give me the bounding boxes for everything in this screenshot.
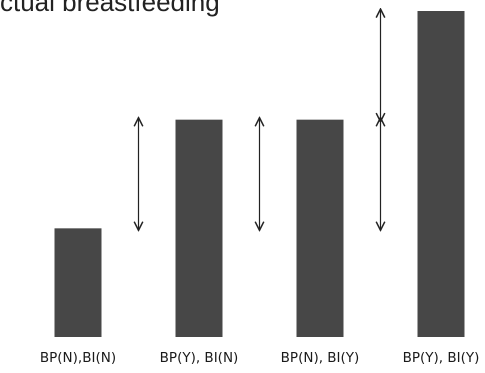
category-label-2: BP(Y), BI(N)	[160, 350, 239, 366]
category-label-1: BP(N),BI(N)	[40, 350, 116, 366]
bar-4	[417, 11, 465, 337]
category-label-3: BP(N), BI(Y)	[281, 350, 360, 366]
bar-2	[175, 119, 223, 338]
category-label-4: BP(Y), BI(Y)	[403, 350, 480, 366]
diagram-title-fragment: ctual breastfeeding	[0, 0, 220, 17]
bar-3	[296, 119, 344, 338]
bar-1	[54, 228, 102, 337]
